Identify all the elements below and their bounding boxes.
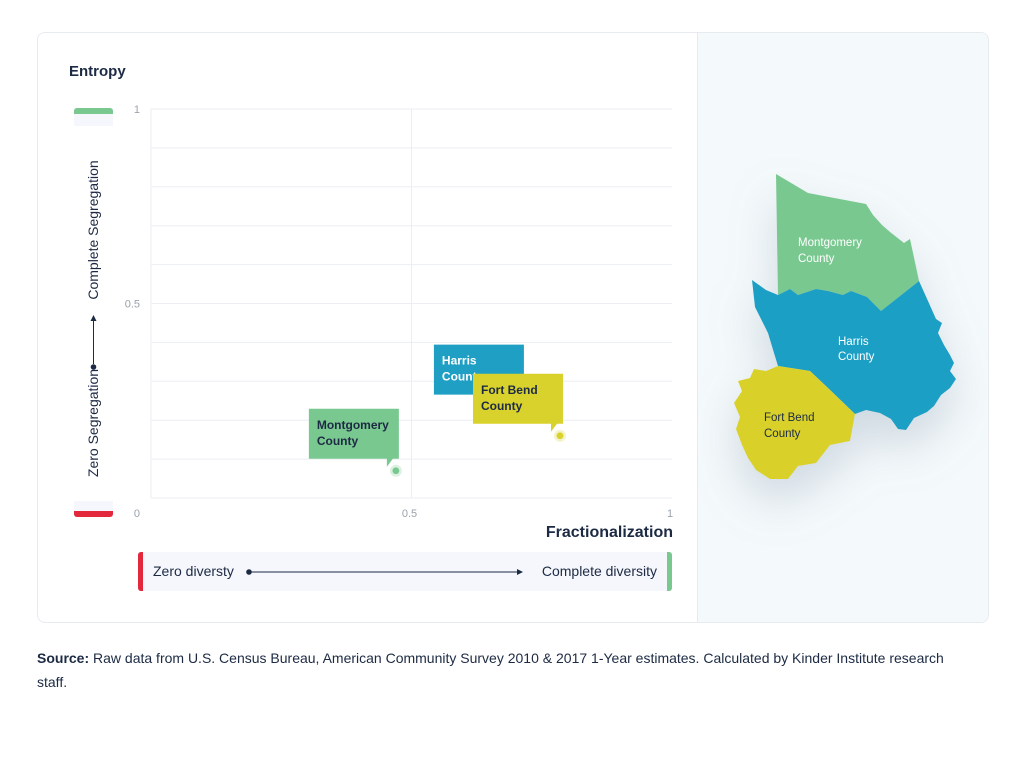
source-text: Raw data from U.S. Census Bureau, Americ… bbox=[37, 650, 944, 690]
scatter-plot: 0 0.5 1 0.5 1 Montgomery County Harris County For… bbox=[125, 104, 673, 520]
montgomery-county-shape bbox=[776, 174, 919, 311]
chart-card: Entropy Complete Segregation Zero Segreg… bbox=[37, 32, 989, 623]
data-point bbox=[392, 467, 400, 475]
x-scale-right-cap bbox=[667, 552, 672, 591]
county-map: Montgomery County Harris County Fort Ben… bbox=[734, 174, 956, 479]
source-prefix: Source: bbox=[37, 650, 90, 666]
y-tick-label: 0.5 bbox=[125, 299, 140, 311]
harris-county-shape bbox=[752, 280, 956, 430]
x-tick-label: 0.5 bbox=[402, 508, 417, 520]
map-harris-label-2: County bbox=[838, 351, 875, 363]
y-axis-title: Entropy bbox=[69, 63, 126, 80]
y-tick-label: 1 bbox=[134, 104, 140, 116]
county-map-panel: Montgomery County Harris County Fort Ben… bbox=[697, 33, 988, 622]
point-label-line1: Montgomery bbox=[317, 418, 389, 432]
x-scale-left-cap bbox=[138, 552, 143, 591]
x-scale-high-label: Complete diversity bbox=[541, 563, 657, 579]
point-label-line2: County bbox=[317, 434, 359, 448]
y-scale-indicator: Complete Segregation Zero Segregation bbox=[74, 108, 113, 517]
map-fortbend-label-2: County bbox=[764, 428, 801, 440]
y-scale-inner bbox=[74, 126, 113, 501]
x-tick-label: 1 bbox=[667, 508, 673, 520]
map-montgomery-label-2: County bbox=[798, 253, 835, 265]
x-scale-arrow bbox=[246, 569, 523, 575]
map-fortbend-label-1: Fort Bend bbox=[764, 412, 815, 424]
point-label-line2: County bbox=[481, 399, 523, 413]
y-scale-arrow bbox=[90, 315, 97, 370]
map-montgomery-label-1: Montgomery bbox=[798, 237, 862, 249]
map-harris-label-1: Harris bbox=[838, 336, 869, 348]
point-label-line1: Harris bbox=[442, 354, 477, 368]
point-label-line1: Fort Bend bbox=[481, 383, 538, 397]
y-scale-bottom-cap bbox=[74, 511, 113, 517]
x-axis-title: Fractionalization bbox=[545, 524, 673, 541]
source-note: Source: Raw data from U.S. Census Bureau… bbox=[37, 646, 977, 694]
x-scale-low-label: Zero diversty bbox=[153, 563, 234, 579]
fortbend-county-shape bbox=[734, 366, 855, 479]
data-point bbox=[556, 432, 564, 440]
y-tick-label: 0 bbox=[134, 508, 140, 520]
y-scale-top-cap bbox=[74, 108, 113, 114]
point-callout bbox=[472, 373, 563, 432]
point-callout bbox=[308, 408, 399, 467]
x-scale-indicator: Zero diversty Complete diversity bbox=[138, 552, 672, 591]
